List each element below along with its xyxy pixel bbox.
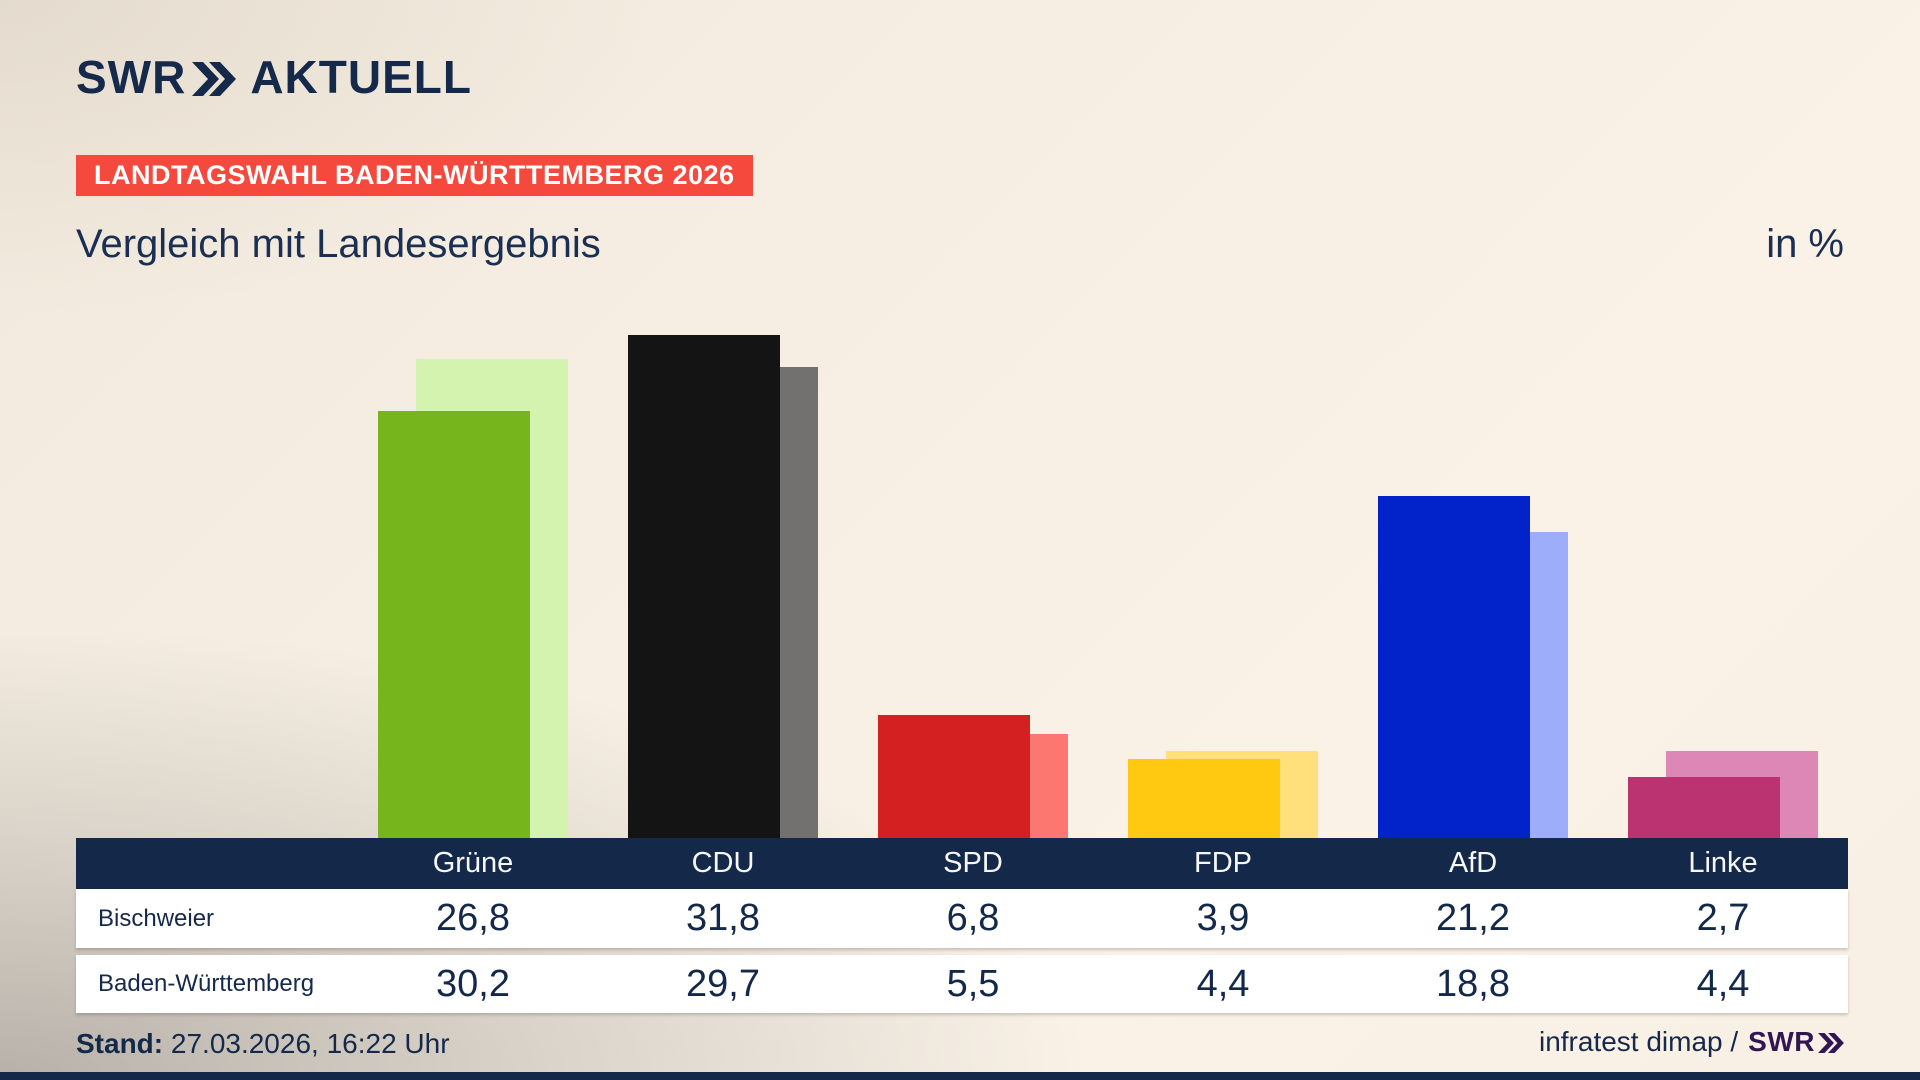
value-row2-fdp: 4,4: [1196, 962, 1250, 1005]
table-header-row: Grüne CDU SPD FDP AfD Linke: [76, 838, 1848, 889]
logo-swr-text: SWR: [76, 51, 187, 103]
stand-timestamp: Stand: 27.03.2026, 16:22 Uhr: [76, 1028, 450, 1060]
bottom-accent-bar: [0, 1072, 1920, 1080]
unit-label: in %: [1766, 222, 1844, 266]
table-row-baden-wuerttemberg: Baden-Württemberg 30,2 29,7 5,5 4,4 18,8 4,4: [76, 955, 1848, 1013]
double-chevron-icon: [1818, 1033, 1844, 1053]
party-header-linke: Linke: [1688, 847, 1758, 879]
value-row1-afd: 21,2: [1436, 897, 1510, 939]
row-label: Baden-Württemberg: [98, 970, 315, 997]
value-row2-cdu: 29,7: [686, 962, 760, 1005]
source-text: infratest dimap /: [1538, 1026, 1739, 1057]
value-row2-afd: 18,8: [1436, 962, 1510, 1005]
bar-bischweier-grune: [378, 411, 530, 838]
source-credit: infratest dimap / SWR: [1539, 1026, 1844, 1058]
bar-bischweier-spd: [878, 715, 1030, 838]
logo-aktuell-text: AKTUELL: [250, 51, 472, 103]
source-brand-swr: SWR: [1748, 1026, 1815, 1057]
party-header-cdu: CDU: [691, 847, 755, 879]
value-row2-grune: 30,2: [436, 962, 510, 1005]
value-row2-linke: 4,4: [1696, 962, 1750, 1005]
bar-bischweier-linke: [1628, 777, 1780, 838]
party-header-fdp: FDP: [1194, 847, 1252, 879]
value-row1-spd: 6,8: [946, 897, 1000, 939]
party-header-grune: Grüne: [432, 847, 514, 879]
value-row2-spd: 5,5: [946, 962, 1000, 1005]
value-row1-fdp: 3,9: [1196, 897, 1250, 939]
value-row1-cdu: 31,8: [686, 897, 760, 939]
row-label: Bischweier: [98, 904, 215, 932]
stand-label: Stand:: [76, 1028, 164, 1059]
value-row1-linke: 2,7: [1696, 897, 1750, 939]
swr-aktuell-logo: SWR AKTUELL: [76, 50, 472, 104]
bar-bischweier-afd: [1378, 496, 1530, 838]
double-chevron-icon: [192, 62, 237, 96]
party-header-spd: SPD: [943, 847, 1003, 879]
stand-value: 27.03.2026, 16:22 Uhr: [170, 1028, 450, 1059]
party-header-afd: AfD: [1448, 847, 1498, 879]
table-row-bischweier: Bischweier 26,8 31,8 6,8 3,9 21,2 2,7: [76, 889, 1848, 948]
bar-bischweier-fdp: [1128, 759, 1280, 838]
value-row1-grune: 26,8: [436, 897, 510, 939]
bar-bischweier-cdu: [628, 335, 780, 838]
chart-title: Vergleich mit Landesergebnis: [76, 222, 601, 266]
election-badge: LANDTAGSWAHL BADEN-WÜRTTEMBERG 2026: [76, 155, 753, 196]
